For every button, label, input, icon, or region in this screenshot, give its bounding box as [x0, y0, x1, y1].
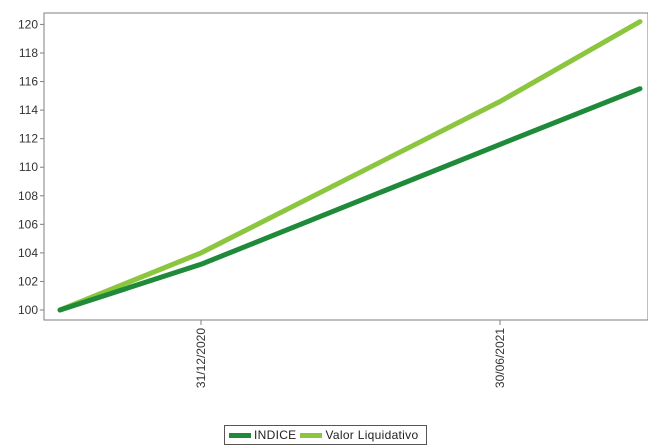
- y-tick-label: 108: [18, 189, 38, 203]
- series-line-indice: [57, 86, 643, 313]
- y-tick-label: 104: [18, 246, 38, 260]
- legend-label-indice: INDICE: [254, 428, 297, 442]
- legend-item-indice: INDICE: [229, 428, 296, 442]
- x-axis: 31/12/2020 30/06/2021: [194, 320, 507, 388]
- legend-item-valor-liquidativo: Valor Liquidativo: [300, 428, 418, 442]
- legend-swatch-indice: [229, 432, 251, 438]
- y-tick-label: 106: [18, 217, 38, 231]
- y-tick-label: 102: [18, 274, 38, 288]
- y-tick-label: 114: [19, 103, 38, 117]
- y-tick-label: 100: [18, 303, 38, 317]
- y-tick-label: 118: [19, 46, 38, 60]
- y-axis: 100 102 104 106 108 110 112 114 116 118 120: [18, 17, 44, 317]
- series-line-valor-liquidativo: [57, 19, 643, 313]
- y-tick-label: 110: [19, 160, 38, 174]
- legend-label-valor-liquidativo: Valor Liquidativo: [325, 428, 419, 442]
- y-tick-label: 112: [19, 132, 38, 146]
- x-tick-label: 30/06/2021: [493, 328, 507, 388]
- series-layer: [57, 19, 643, 313]
- plot-area: [43, 12, 648, 321]
- y-tick-label: 116: [19, 75, 38, 89]
- line-chart: 100 102 104 106 108 110 112 114 116 118 120 31/12/…: [18, 12, 648, 388]
- y-tick-label: 120: [18, 17, 38, 31]
- legend-swatch-valor-liquidativo: [300, 432, 323, 438]
- x-tick-label: 31/12/2020: [194, 328, 208, 388]
- chart-legend: INDICE Valor Liquidativo: [224, 425, 428, 445]
